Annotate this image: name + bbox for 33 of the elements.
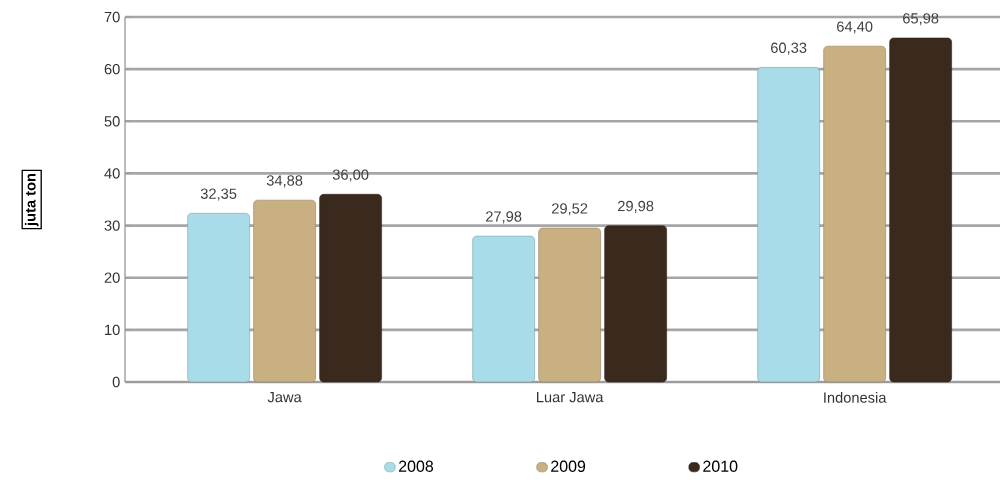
- y-tick-label: 30: [104, 220, 120, 231]
- bar: [253, 199, 316, 383]
- bar: [187, 213, 250, 383]
- x-tick-label: Jawa: [267, 392, 302, 403]
- y-axis-title: juta ton: [24, 173, 39, 227]
- bar: [319, 194, 382, 383]
- bar: [823, 45, 886, 383]
- bar: [604, 225, 667, 383]
- data-label: 64,40: [837, 21, 873, 34]
- data-label: 29,52: [552, 203, 588, 216]
- data-label: 32,35: [200, 188, 237, 201]
- data-label: 29,98: [618, 200, 654, 213]
- y-tick-label: 20: [104, 272, 120, 283]
- legend-label: 2008: [398, 460, 434, 472]
- x-tick-label: Luar Jawa: [537, 392, 604, 403]
- y-tick-label: 50: [104, 116, 120, 127]
- y-tick-label: 40: [104, 168, 120, 179]
- data-label: 36,00: [332, 169, 369, 182]
- data-label: 65,98: [903, 13, 939, 26]
- data-label: 60,33: [771, 42, 807, 55]
- bar: [889, 37, 952, 383]
- y-tick-label: 70: [104, 11, 120, 23]
- y-tick-label: 0: [112, 376, 120, 388]
- x-tick-label: Indonesia: [824, 392, 887, 403]
- y-tick-label: 10: [105, 324, 120, 336]
- legend-label: 2010: [703, 460, 738, 472]
- data-label: 34,88: [266, 175, 303, 188]
- bar: [757, 67, 820, 383]
- y-tick-label: 60: [104, 63, 120, 75]
- data-label: 27,98: [486, 211, 522, 224]
- bar: [538, 227, 601, 383]
- bar: [472, 235, 535, 383]
- legend-label: 2009: [551, 460, 586, 472]
